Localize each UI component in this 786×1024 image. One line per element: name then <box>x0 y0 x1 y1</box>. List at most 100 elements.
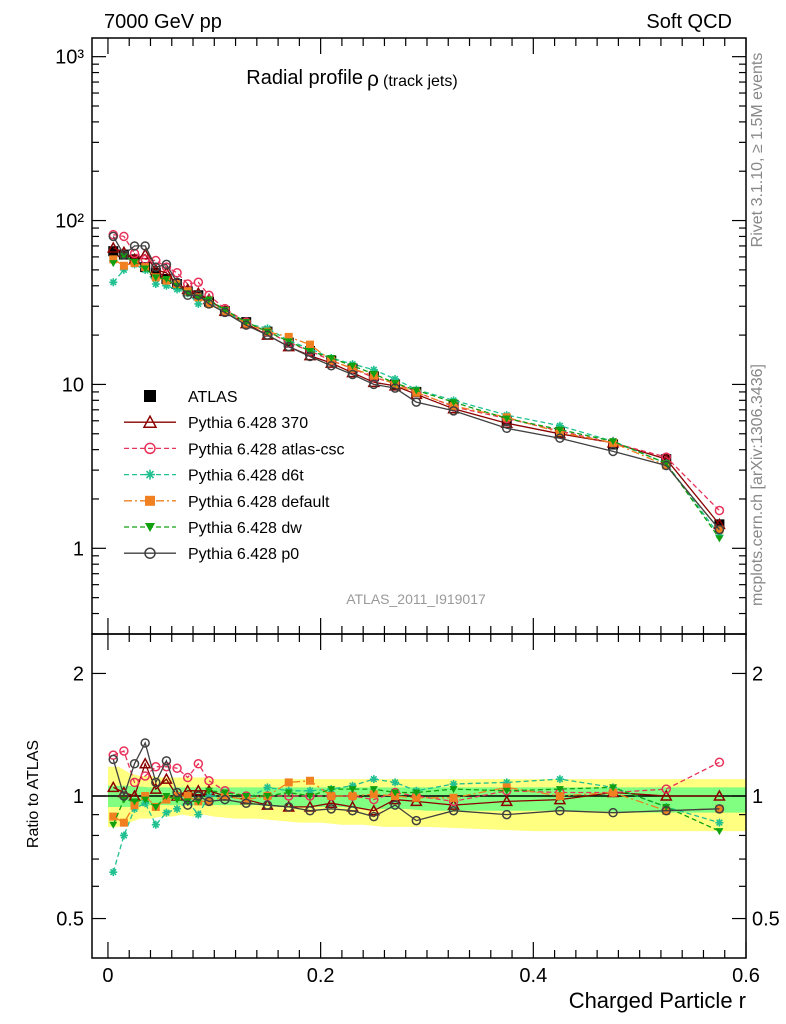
data-point-p0 <box>204 299 214 309</box>
ratio-point-p0 <box>182 800 193 810</box>
data-point-csc <box>714 505 725 516</box>
y-tick-label: 1 <box>73 538 84 560</box>
data-point-dw <box>715 535 724 543</box>
ratio-y-tick-label-right: 2 <box>752 663 763 685</box>
rivet-label: Rivet 3.1.10, ≥ 1.5M events <box>749 53 766 248</box>
data-point-p0 <box>390 383 400 393</box>
ratio-point-csc <box>129 777 140 788</box>
ratio-point-csc <box>172 763 182 773</box>
data-point-dw <box>609 438 618 446</box>
ratio-point-d6t <box>348 781 357 790</box>
legend-entry-d6t: Pythia 6.428 d6t <box>124 468 304 485</box>
legend: ATLAS Pythia 6.428 370 Pythia 6.428 atlas-… <box>124 389 345 563</box>
ratio-point-p0 <box>140 738 150 748</box>
data-point-d6t <box>555 421 564 430</box>
data-point-dw <box>109 260 118 268</box>
legend-marker-p0 <box>144 547 156 559</box>
ratio-point-def <box>284 778 293 787</box>
ratio-point-d6t <box>263 783 272 792</box>
ratio-point-dw <box>109 821 118 829</box>
ratio-point-p0 <box>161 756 172 766</box>
series-line-dw <box>112 254 720 539</box>
data-point-csc <box>161 262 172 272</box>
ratio-point-csc <box>108 750 119 760</box>
ratio-point-p370 <box>500 794 514 807</box>
ratio-point-dw <box>412 789 421 797</box>
data-point-csc <box>172 268 182 278</box>
data-point-p0 <box>182 290 193 301</box>
ratio-point-def <box>449 793 458 802</box>
ratio-point-dw <box>263 793 272 800</box>
ratio-point-p0 <box>119 791 129 801</box>
y-tick-label: 10² <box>55 211 84 233</box>
ratio-y-tick-label: 2 <box>73 663 84 685</box>
data-point-p370 <box>106 241 120 253</box>
data-point-p370 <box>500 416 514 428</box>
ratio-point-p370 <box>659 789 673 801</box>
ratio-series-dw <box>109 784 724 836</box>
data-point-p0 <box>241 320 251 330</box>
data-point-atlas <box>108 246 119 257</box>
ratio-point-dw <box>220 789 229 797</box>
ratio-point-dw <box>609 784 618 792</box>
data-point-p0 <box>714 524 725 535</box>
ratio-point-d6t <box>715 818 724 827</box>
series-p0 <box>108 231 725 535</box>
data-point-p0 <box>140 241 150 251</box>
data-point-dw <box>502 415 511 423</box>
ratio-point-p0 <box>241 798 251 808</box>
x-tick-label: 0 <box>102 965 113 987</box>
ratio-point-dw <box>369 786 378 794</box>
ratio-point-dw <box>162 793 171 800</box>
legend-entry-p370: Pythia 6.428 370 <box>124 414 308 432</box>
data-point-def <box>119 261 128 270</box>
data-point-dw <box>369 370 378 378</box>
ratio-point-p370 <box>106 780 120 793</box>
legend-label-csc: Pythia 6.428 atlas-csc <box>188 441 345 458</box>
data-point-d6t <box>715 531 724 540</box>
data-point-p0 <box>172 277 182 288</box>
ratio-point-dw <box>327 786 336 794</box>
ratio-point-p0 <box>204 796 214 807</box>
ratio-point-d6t <box>555 775 564 784</box>
ratio-point-p0 <box>411 815 422 826</box>
legend-entry-csc: Pythia 6.428 atlas-csc <box>124 441 345 458</box>
legend-marker-def <box>145 495 155 506</box>
ratio-point-p0 <box>390 800 400 810</box>
ratio-point-p370 <box>149 782 163 794</box>
ratio-point-p0 <box>501 809 512 820</box>
ratio-point-p0 <box>151 777 161 788</box>
ratio-series-p0 <box>108 738 725 826</box>
ratio-point-def <box>306 776 314 785</box>
ratio-point-dw <box>173 796 182 804</box>
data-point-p0 <box>129 241 140 251</box>
data-point-dw <box>263 328 272 336</box>
ratio-point-def <box>141 792 150 800</box>
ratio-point-d6t <box>119 831 128 840</box>
ratio-point-p370 <box>192 784 205 796</box>
ratio-point-dw <box>141 796 150 804</box>
ratio-point-d6t <box>306 786 314 795</box>
data-point-p0 <box>119 249 129 260</box>
ratio-point-def <box>183 792 192 800</box>
y-tick-label: 10 <box>62 374 84 396</box>
ratio-point-csc <box>140 771 150 781</box>
ratio-point-dw <box>555 786 564 794</box>
legend-label-def: Pythia 6.428 default <box>188 494 330 511</box>
ratio-point-d6t <box>173 804 182 813</box>
ratio-point-dw <box>284 789 293 797</box>
ratio-point-def <box>715 804 724 813</box>
legend-entry-def: Pythia 6.428 default <box>124 494 330 511</box>
ratio-point-p0 <box>193 791 204 801</box>
legend-marker-d6t <box>145 469 155 480</box>
ratio-point-dw <box>348 786 357 794</box>
top-frame <box>91 37 747 635</box>
ratio-point-dw <box>715 828 724 836</box>
legend-marker-csc <box>144 442 156 455</box>
ratio-point-p370 <box>138 757 152 769</box>
ratio-point-p0 <box>305 805 315 816</box>
mcplots-label: mcplots.cern.ch [arXiv:1306.3436] <box>749 364 766 606</box>
ratio-point-csc <box>182 772 193 783</box>
data-point-dw <box>162 275 171 283</box>
data-point-dw <box>119 252 128 260</box>
